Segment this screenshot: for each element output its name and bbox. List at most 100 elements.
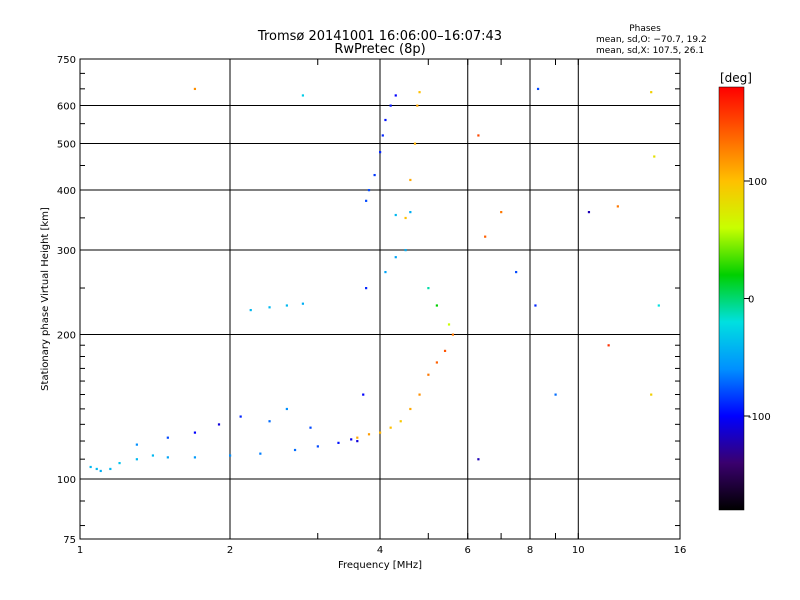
data-point [515,270,518,274]
data-point [356,440,359,443]
data-point [384,118,387,122]
data-point [285,407,288,411]
data-point [362,393,365,396]
data-point [607,344,610,347]
data-point [365,199,368,202]
data-point [394,256,397,259]
data-point [365,287,368,290]
data-point [443,349,447,352]
data-point [389,104,392,107]
data-point [337,441,340,444]
x-tick-label: 4 [377,545,383,556]
data-point [249,308,252,312]
data-point [89,465,92,469]
data-point [350,438,353,441]
data-point [435,361,438,364]
data-point [404,216,407,220]
data-point [653,155,656,158]
x-tick-label: 1 [77,545,83,556]
data-point [118,461,121,465]
phase-info-o: mean, sd,O: −70.7, 19.2 [596,35,707,45]
data-point [409,211,412,214]
data-point [379,151,382,154]
data-point [285,304,288,307]
x-tick-label: 8 [527,545,533,556]
colorbar-tick-label: 100 [748,177,767,188]
data-point [166,456,169,459]
data-point [217,423,221,426]
x-tick-label: 6 [465,545,471,556]
data-point [99,469,102,473]
data-point [367,189,371,192]
data-point [413,142,417,145]
phase-info-x: mean, sd,X: 107.5, 26.1 [596,46,704,56]
phase-info-header: Phases [629,24,661,34]
colorbar [718,86,745,511]
y-tick-label: 100 [57,475,76,486]
data-point [379,431,382,434]
data-point [384,270,387,274]
colorbar-ticks: 100 0 -100 [744,177,771,423]
data-point [451,333,455,336]
data-point [381,134,384,137]
data-point [650,91,653,94]
x-tick-label: 16 [674,545,687,556]
data-point [435,304,438,307]
colorbar-tick-label: 0 [748,295,754,306]
data-point [367,433,371,436]
data-point [268,306,271,309]
data-points [89,87,660,473]
data-point [394,94,397,97]
data-point [193,431,197,434]
data-point [409,407,412,411]
y-tick-label: 500 [57,140,76,151]
data-point [534,304,537,307]
data-point [293,448,297,452]
data-point [389,426,392,429]
data-point [268,420,271,423]
data-point [193,456,197,459]
data-point [239,415,242,418]
y-tick-label: 75 [63,535,76,546]
data-point [135,458,138,461]
data-point [657,304,660,307]
y-tick-label: 400 [57,186,76,197]
x-axis-ticks: 1 2 4 6 8 10 16 [77,59,687,556]
y-tick-label: 300 [57,246,76,257]
data-point [394,213,397,217]
data-point [109,467,112,471]
y-axis-ticks: 75 100 200 300 400 500 600 750 [57,55,680,546]
data-point [536,87,540,91]
colorbar-tick-label: -100 [748,412,771,423]
colorbar-label: [deg] [720,71,752,85]
x-axis-label: Frequency [MHz] [338,560,422,571]
data-point [316,445,319,448]
data-point [500,211,503,214]
y-tick-label: 200 [57,331,76,342]
x-tick-label: 2 [227,545,233,556]
data-point [484,235,487,238]
data-point [166,436,169,439]
data-point [151,454,155,457]
y-tick-label: 600 [57,102,76,113]
data-point [193,87,197,91]
data-point [416,104,419,107]
chart-title: Tromsø 20141001 16:06:00–16:07:43 [257,29,502,44]
y-tick-label: 750 [57,55,76,66]
data-point [301,302,305,305]
x-tick-label: 10 [572,545,585,556]
data-point [95,467,98,471]
data-point [309,426,312,429]
data-point [477,134,480,137]
data-point [447,323,451,326]
data-point [409,178,412,182]
data-point [616,205,619,208]
y-axis-label: Stationary phase Virtual Height [km] [40,207,51,391]
data-point [301,94,305,97]
data-point [373,173,376,177]
data-point [418,393,421,396]
data-point [418,91,421,94]
data-point [135,443,138,446]
data-point [554,393,557,396]
